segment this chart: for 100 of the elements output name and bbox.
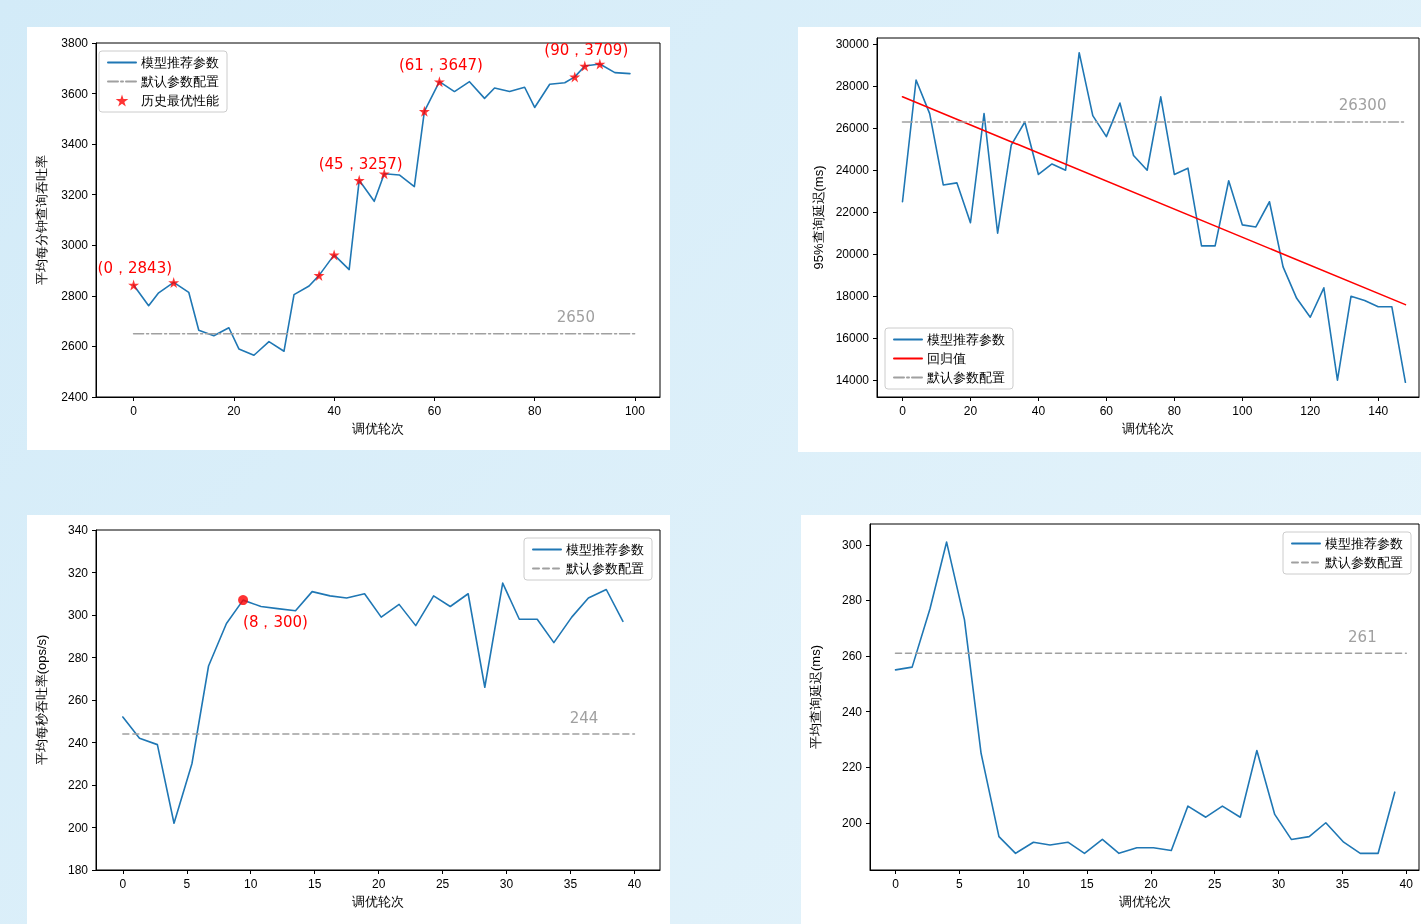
y-axis-title: 平均每分钟查询吞吐率	[34, 155, 49, 285]
y-tick-label: 3600	[61, 86, 89, 101]
legend-label: 模型推荐参数	[1325, 536, 1403, 551]
y-tick-label: 22000	[835, 205, 870, 220]
x-tick-label: 15	[1080, 877, 1095, 891]
x-tick-label: 80	[1167, 404, 1182, 418]
line-series	[122, 582, 624, 825]
x-tick-label: 35	[1335, 877, 1350, 891]
x-tick-label: 5	[183, 877, 191, 891]
annotation: (61，3647)	[398, 56, 483, 75]
x-tick-label: 40	[1031, 404, 1046, 418]
y-tick-label: 20000	[835, 247, 870, 262]
y-tick-label: 280	[841, 593, 863, 608]
legend-label: 默认参数配置	[1324, 555, 1403, 570]
x-tick-label: 0	[899, 404, 907, 418]
x-tick-label: 140	[1368, 404, 1389, 418]
point	[353, 174, 365, 186]
point	[313, 269, 325, 281]
point	[569, 71, 581, 83]
x-tick-label: 100	[624, 404, 646, 418]
y-axis-title: 95%查询延迟(ms)	[810, 165, 826, 270]
y-tick-label: 240	[67, 735, 89, 750]
x-axis-title: 调优轮次	[352, 893, 404, 909]
annotation: (90，3709)	[544, 40, 629, 59]
legend-label: 模型推荐参数	[927, 332, 1005, 347]
y-axis-title: 平均每秒吞吐率(ops/s)	[34, 634, 49, 766]
legend-label: 模型推荐参数	[566, 542, 644, 557]
x-tick-label: 80	[527, 404, 542, 418]
y-tick-label: 30000	[835, 37, 870, 52]
x-tick-label: 25	[435, 877, 450, 891]
y-tick-label: 260	[67, 693, 89, 707]
y-tick-label: 180	[67, 863, 89, 877]
y-axis-title: 平均查询延迟(ms)	[808, 645, 823, 749]
line-series	[901, 51, 1407, 384]
x-tick-label: 120	[1300, 404, 1321, 418]
point	[433, 76, 445, 88]
annotation: 26300	[1338, 96, 1387, 115]
x-tick-label: 0	[119, 877, 127, 891]
x-tick-label: 20	[1144, 877, 1158, 891]
x-tick-label: 20	[963, 404, 978, 418]
annotation: (45，3257)	[318, 154, 403, 173]
point	[418, 105, 430, 117]
x-tick-label: 20	[371, 877, 386, 891]
y-tick-label: 2600	[61, 339, 89, 354]
y-tick-label: 220	[67, 778, 89, 792]
x-tick-label: 15	[308, 877, 322, 891]
y-tick-label: 3800	[61, 36, 89, 50]
x-tick-label: 20	[227, 404, 241, 418]
point	[128, 279, 140, 291]
x-tick-label: 5	[956, 877, 964, 891]
legend-label: 默认参数配置	[926, 370, 1005, 385]
y-tick-label: 320	[67, 565, 89, 580]
x-axis-title: 调优轮次	[352, 420, 404, 436]
y-tick-label: 280	[67, 650, 89, 665]
x-tick-label: 0	[892, 877, 900, 891]
legend-label: 模型推荐参数	[141, 55, 219, 70]
annotation: 2650	[556, 308, 595, 327]
y-tick-label: 24000	[835, 163, 870, 178]
legend-label: 默认参数配置	[140, 74, 219, 89]
legend-label: 历史最优性能	[141, 93, 219, 108]
point	[594, 58, 606, 70]
x-tick-label: 10	[244, 877, 258, 891]
y-tick-label: 200	[67, 820, 89, 835]
annotation: 261	[1348, 627, 1377, 646]
x-tick-label: 40	[327, 404, 342, 418]
y-tick-label: 16000	[835, 331, 870, 346]
x-tick-label: 25	[1208, 877, 1222, 891]
y-tick-label: 14000	[835, 373, 870, 388]
x-tick-label: 35	[563, 877, 578, 891]
x-tick-label: 30	[1271, 877, 1286, 891]
y-tick-label: 3000	[61, 238, 89, 253]
x-axis-title: 调优轮次	[1122, 420, 1174, 436]
y-tick-label: 18000	[835, 289, 870, 304]
annotation: (0，2843)	[97, 259, 173, 278]
x-tick-label: 60	[1099, 404, 1114, 418]
x-tick-label: 10	[1016, 877, 1031, 891]
y-tick-label: 28000	[835, 79, 870, 94]
x-axis-title: 调优轮次	[1118, 893, 1171, 909]
x-tick-label: 60	[427, 404, 442, 418]
point	[579, 60, 591, 72]
y-tick-label: 240	[841, 704, 863, 719]
y-tick-label: 220	[841, 760, 863, 775]
y-tick-label: 2800	[61, 288, 89, 303]
y-tick-label: 3200	[61, 187, 89, 202]
x-tick-label: 100	[1232, 404, 1253, 418]
y-tick-label: 26000	[835, 121, 870, 136]
point	[328, 249, 340, 261]
y-tick-label: 300	[67, 608, 89, 622]
x-tick-label: 0	[130, 404, 138, 418]
y-tick-label: 3400	[61, 137, 89, 152]
annotation: (8，300)	[243, 612, 308, 631]
x-tick-label: 40	[1399, 877, 1414, 891]
y-tick-label: 200	[841, 815, 863, 830]
y-tick-label: 2400	[61, 390, 89, 404]
legend-label: 回归值	[927, 351, 966, 366]
y-tick-label: 340	[67, 523, 89, 537]
point	[168, 276, 180, 288]
legend-label: 默认参数配置	[565, 561, 644, 576]
y-tick-label: 260	[841, 649, 863, 664]
x-tick-label: 30	[499, 877, 514, 891]
